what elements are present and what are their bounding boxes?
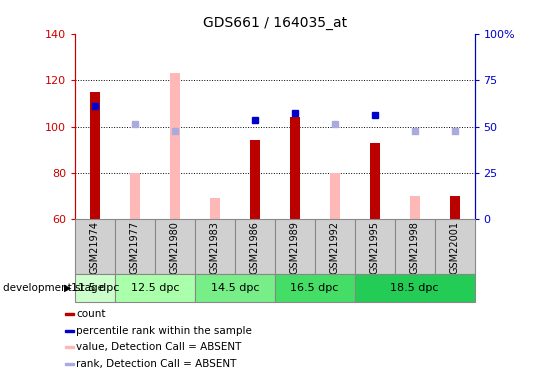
Text: GSM21983: GSM21983	[210, 221, 220, 274]
Bar	[275, 274, 355, 302]
Bar	[75, 219, 115, 274]
Bar	[250, 141, 260, 219]
Bar	[275, 219, 315, 274]
Bar	[315, 219, 355, 274]
Bar	[75, 274, 115, 302]
Text: GSM21998: GSM21998	[410, 221, 420, 274]
Text: 18.5 dpc: 18.5 dpc	[390, 283, 439, 293]
Text: value, Detection Call = ABSENT: value, Detection Call = ABSENT	[76, 342, 241, 352]
Text: 16.5 dpc: 16.5 dpc	[290, 283, 339, 293]
Text: GSM22001: GSM22001	[450, 221, 460, 274]
Bar	[195, 274, 275, 302]
Bar	[65, 346, 74, 348]
Text: ▶: ▶	[63, 283, 71, 293]
Bar	[170, 73, 180, 219]
Text: GSM21986: GSM21986	[250, 221, 260, 274]
Text: development stage: development stage	[3, 283, 104, 293]
Text: GSM21980: GSM21980	[170, 221, 180, 274]
Bar	[395, 219, 435, 274]
Bar	[450, 196, 460, 219]
Bar	[90, 92, 100, 219]
Bar	[330, 173, 340, 219]
Text: GSM21992: GSM21992	[330, 221, 340, 274]
Bar	[370, 143, 380, 219]
Bar	[290, 117, 300, 219]
Title: GDS661 / 164035_at: GDS661 / 164035_at	[203, 16, 347, 30]
Text: GSM21989: GSM21989	[290, 221, 300, 274]
Bar	[195, 219, 235, 274]
Bar	[435, 219, 475, 274]
Text: 14.5 dpc: 14.5 dpc	[210, 283, 259, 293]
Text: 12.5 dpc: 12.5 dpc	[130, 283, 179, 293]
Bar	[355, 274, 475, 302]
Text: 11.5 dpc: 11.5 dpc	[70, 283, 119, 293]
Text: percentile rank within the sample: percentile rank within the sample	[76, 326, 252, 336]
Bar	[65, 330, 74, 332]
Bar	[210, 198, 220, 219]
Bar	[355, 219, 395, 274]
Text: count: count	[76, 309, 106, 319]
Text: GSM21974: GSM21974	[90, 221, 100, 274]
Text: GSM21995: GSM21995	[370, 221, 380, 274]
Bar	[65, 363, 74, 365]
Text: GSM21977: GSM21977	[130, 221, 140, 274]
Bar	[115, 274, 195, 302]
Bar	[115, 219, 155, 274]
Bar	[235, 219, 275, 274]
Bar	[410, 196, 420, 219]
Bar	[155, 219, 195, 274]
Text: rank, Detection Call = ABSENT: rank, Detection Call = ABSENT	[76, 359, 236, 369]
Bar	[130, 173, 140, 219]
Bar	[65, 313, 74, 315]
